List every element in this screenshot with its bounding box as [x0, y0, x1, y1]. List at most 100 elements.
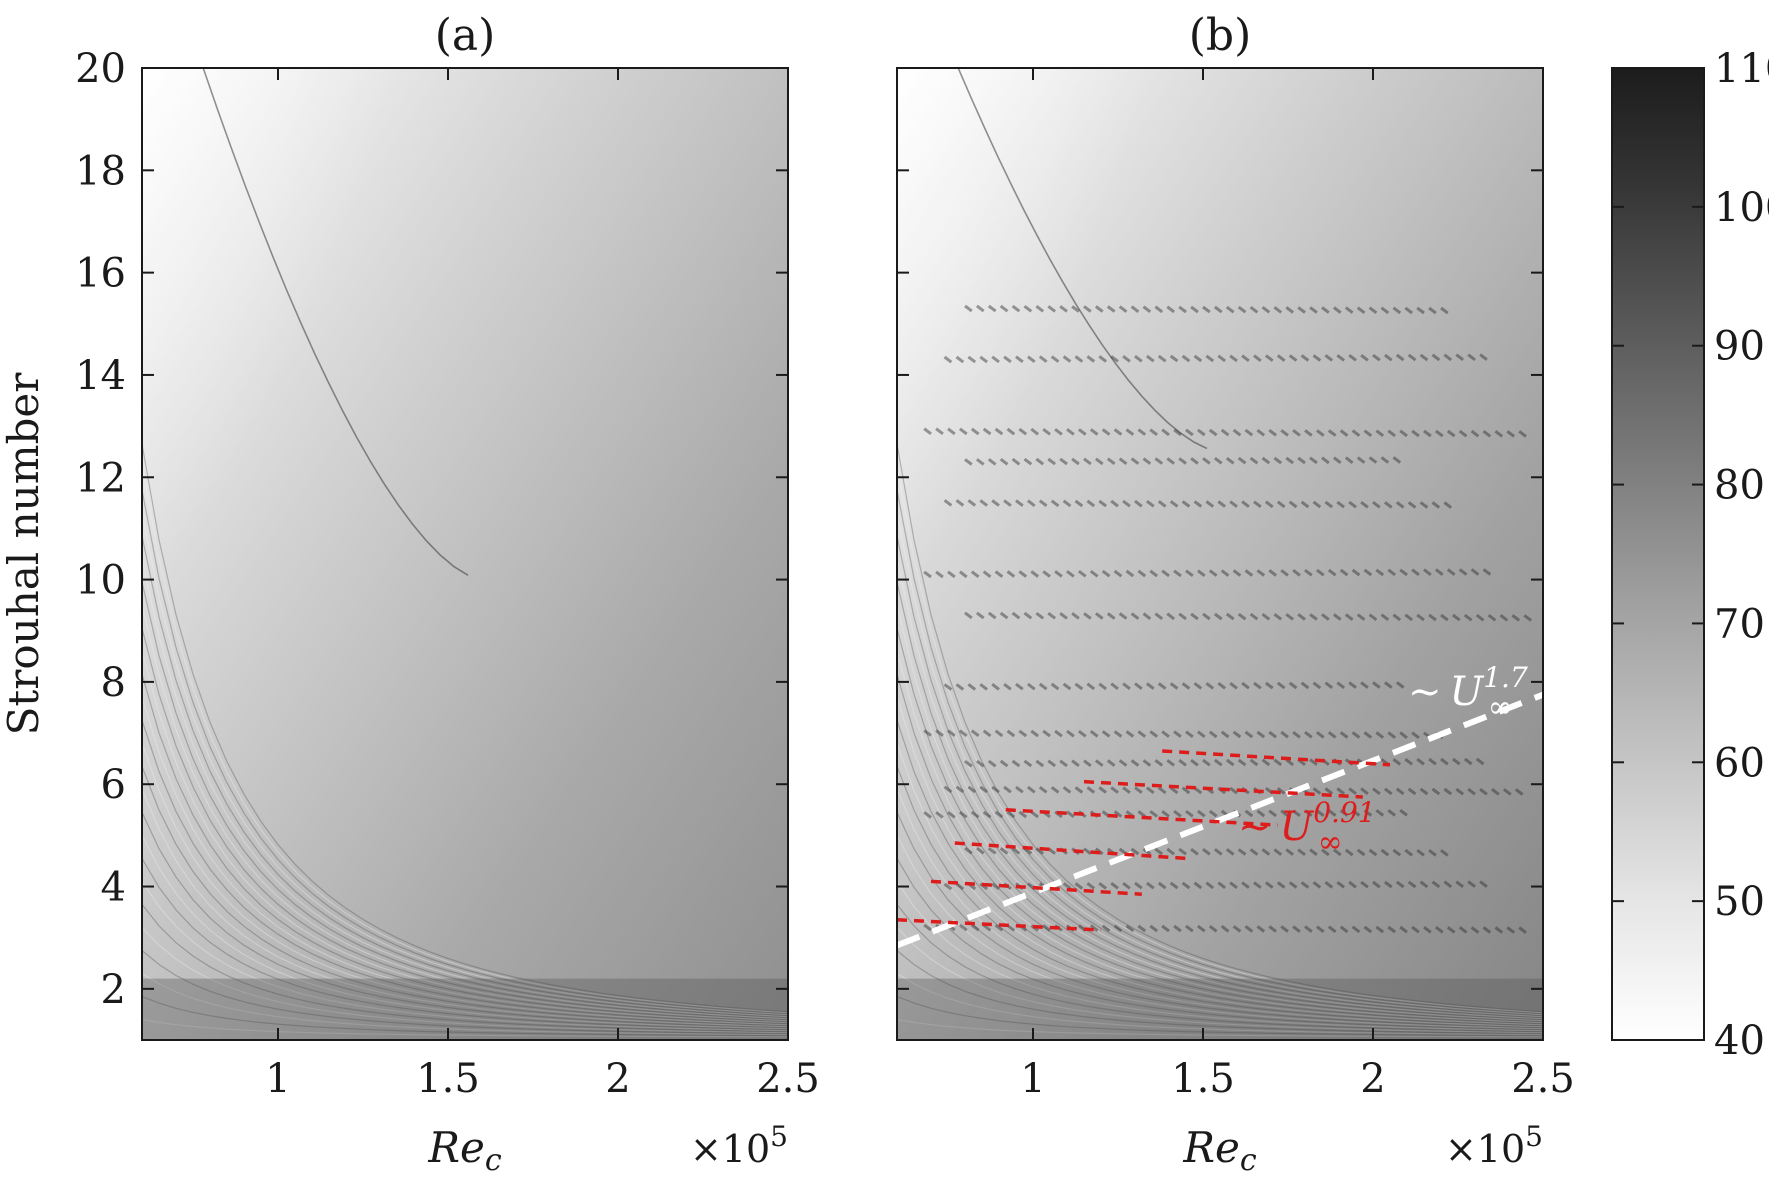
- tonal-streak: [1280, 569, 1289, 577]
- tonal-streak: [923, 811, 932, 819]
- tonal-streak: [1145, 682, 1155, 690]
- tonal-streak: [1015, 355, 1024, 363]
- tonal-streak: [1030, 427, 1040, 436]
- tonal-streak: [1333, 456, 1342, 464]
- tonal-streak: [1375, 809, 1385, 817]
- tonal-streak: [1455, 353, 1464, 361]
- tonal-streak: [1292, 569, 1301, 577]
- tonal-streak: [1130, 612, 1140, 620]
- tonal-streak: [1190, 612, 1199, 621]
- tonal-streak: [1387, 809, 1396, 817]
- tonal-streak: [1042, 729, 1051, 738]
- tonal-streak: [1348, 787, 1357, 795]
- tonal-streak: [1214, 457, 1223, 465]
- tonal-streak: [1205, 354, 1215, 363]
- tonal-streak: [1173, 569, 1182, 578]
- tonal-streak: [1157, 682, 1167, 690]
- tonal-streak: [1416, 757, 1425, 766]
- tonal-streak: [1178, 847, 1187, 856]
- tonal-streak: [1280, 809, 1289, 818]
- tonal-streak: [1315, 429, 1325, 437]
- tonal-streak: [1387, 568, 1396, 577]
- tonal-streak: [1137, 730, 1147, 738]
- tonal-streak: [1042, 428, 1051, 436]
- panel-b-texture: [897, 68, 1543, 1040]
- tonal-streak: [1351, 568, 1361, 577]
- tonal-streak: [964, 847, 973, 855]
- tonal-streak: [1324, 354, 1334, 362]
- tonal-streak: [1023, 305, 1033, 313]
- tonal-streak: [1256, 925, 1266, 933]
- tonal-streak: [1348, 500, 1357, 509]
- tonal-streak: [943, 785, 953, 794]
- tonal-streak: [1086, 355, 1096, 363]
- tonal-streak: [1268, 809, 1277, 818]
- tonal-streak: [1042, 924, 1051, 932]
- panel-b: 1 1.5 2 2.5 (b) Rec ×105 ∼ U1.7 ∞ ∼ U0.91 ∞: [896, 10, 1575, 1178]
- tonal-streak: [1372, 787, 1381, 795]
- tonal-streak: [1193, 881, 1203, 890]
- harmonic-curve: [142, 720, 788, 1025]
- tonal-streak: [1336, 881, 1345, 889]
- tonal-streak: [1047, 759, 1056, 768]
- tonal-streak: [1062, 499, 1072, 508]
- tonal-streak: [1292, 925, 1301, 933]
- tonal-streak: [1011, 847, 1021, 855]
- tonal-streak: [1095, 305, 1104, 313]
- tonal-streak: [1404, 848, 1414, 857]
- tonal-streak: [1292, 809, 1301, 817]
- tonal-streak: [1309, 848, 1318, 856]
- harmonic-curve: [142, 972, 788, 1036]
- tonal-streak: [1280, 429, 1289, 437]
- tonal-streak: [1327, 925, 1337, 933]
- harmonic-curve: [142, 605, 788, 1020]
- tonal-streak: [1419, 501, 1429, 509]
- harmonic-curve: [142, 489, 788, 1015]
- tonal-streak: [943, 882, 953, 891]
- tonal-streak: [1285, 456, 1294, 465]
- tonal-streak: [1344, 613, 1354, 621]
- tonal-streak: [1348, 681, 1357, 689]
- tonal-streak: [1458, 429, 1468, 438]
- tonal-streak: [982, 427, 992, 436]
- tonal-streak: [1050, 786, 1060, 794]
- tonal-streak: [1083, 847, 1092, 855]
- tonal-streak: [1225, 848, 1235, 856]
- tonal-streak: [1166, 759, 1175, 767]
- tonal-streak: [967, 683, 977, 691]
- colorbar-tick-label: 90: [1714, 324, 1765, 370]
- tonal-streak: [1095, 612, 1104, 620]
- tonal-streak: [1428, 613, 1437, 622]
- tonal-streak: [1125, 730, 1135, 738]
- harmonic-curve: [897, 489, 1543, 1015]
- tonal-streak: [1137, 569, 1147, 578]
- tonal-streak: [1173, 730, 1182, 738]
- tonal-streak: [1399, 731, 1408, 739]
- tonal-streak: [1074, 882, 1084, 890]
- harmonic-curve: [142, 927, 788, 1034]
- tonal-streak: [1356, 848, 1366, 857]
- tonal-streak: [1416, 849, 1425, 857]
- tonal-streak: [1018, 810, 1028, 819]
- tonal-streak: [955, 785, 965, 794]
- tonal-streak: [1256, 809, 1266, 818]
- tonal-streak: [1463, 613, 1473, 622]
- tonal-streak: [1229, 682, 1238, 690]
- annotation-u-1-7-line: [897, 691, 1543, 949]
- tonal-streak: [1185, 569, 1194, 577]
- tonal-streak: [1232, 730, 1242, 739]
- tonal-streak: [970, 729, 980, 737]
- tonal-streak: [1220, 925, 1230, 933]
- tonal-streak: [1035, 612, 1045, 620]
- tonal-streak: [1300, 500, 1310, 509]
- tonal-streak: [1324, 500, 1334, 509]
- tonal-streak: [1118, 305, 1128, 313]
- tonal-streak: [943, 355, 953, 364]
- tonal-streak: [1011, 759, 1021, 768]
- tonal-streak: [1316, 809, 1325, 817]
- tonal-streak: [1336, 787, 1346, 795]
- tonal-streak: [1268, 569, 1278, 577]
- tonal-streak: [1249, 848, 1259, 856]
- tonal-streak: [1316, 925, 1325, 933]
- tonal-streak: [1071, 612, 1080, 620]
